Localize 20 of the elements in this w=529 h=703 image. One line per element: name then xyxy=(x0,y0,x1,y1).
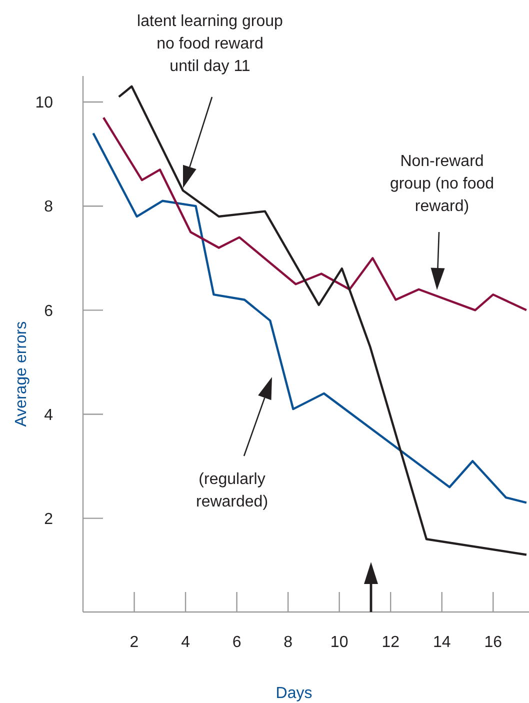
annotation: (regularly rewarded) xyxy=(196,471,268,510)
y-tick-label: 2 xyxy=(44,510,54,528)
line-series xyxy=(102,116,528,312)
x-axis-title: Days xyxy=(276,685,312,702)
x-tick-label: 16 xyxy=(484,634,502,651)
x-tick-label: 10 xyxy=(330,634,348,651)
x-tick-label: 12 xyxy=(382,634,400,651)
annotation: Non-reward group (no food reward) xyxy=(390,153,494,215)
y-axis-title: Average errors xyxy=(13,321,30,427)
line-series xyxy=(118,85,528,556)
y-tick-label: 6 xyxy=(44,302,54,320)
y-tick-label: 4 xyxy=(44,406,54,424)
x-tick-label: 8 xyxy=(284,634,293,651)
x-tick-label: 14 xyxy=(432,634,451,651)
x-tick-label: 4 xyxy=(181,634,190,651)
text: latent learning group no food reward until day 11 xyxy=(137,13,284,75)
y-tick-label: 10 xyxy=(35,94,54,112)
x-tick-label: 2 xyxy=(130,634,139,651)
x-tick-label: 6 xyxy=(232,634,242,651)
y-tick-label: 8 xyxy=(44,198,54,216)
